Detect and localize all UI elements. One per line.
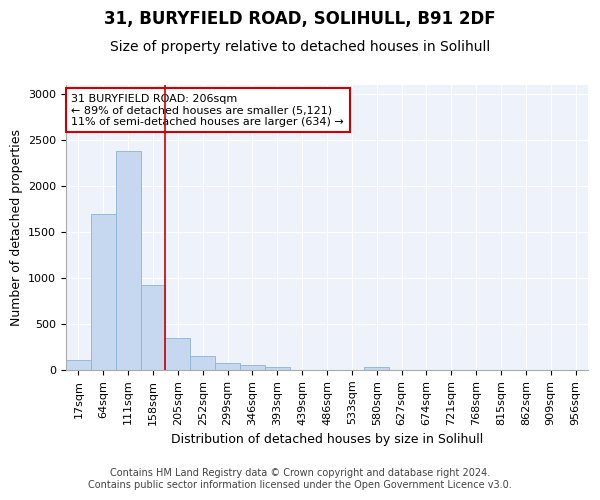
Bar [265, 367, 290, 370]
Bar [66, 360, 91, 370]
Bar [364, 367, 389, 370]
Text: Contains HM Land Registry data © Crown copyright and database right 2024.
Contai: Contains HM Land Registry data © Crown c… [88, 468, 512, 490]
Bar [166, 338, 190, 370]
Text: 31, BURYFIELD ROAD, SOLIHULL, B91 2DF: 31, BURYFIELD ROAD, SOLIHULL, B91 2DF [104, 10, 496, 28]
Bar [190, 356, 215, 370]
Text: Size of property relative to detached houses in Solihull: Size of property relative to detached ho… [110, 40, 490, 54]
Bar [140, 284, 166, 370]
Bar [240, 365, 265, 370]
Bar [116, 151, 140, 370]
Bar [91, 214, 116, 370]
Bar [215, 362, 240, 370]
Y-axis label: Number of detached properties: Number of detached properties [10, 129, 23, 326]
X-axis label: Distribution of detached houses by size in Solihull: Distribution of detached houses by size … [171, 433, 483, 446]
Text: 31 BURYFIELD ROAD: 206sqm
← 89% of detached houses are smaller (5,121)
11% of se: 31 BURYFIELD ROAD: 206sqm ← 89% of detac… [71, 94, 344, 126]
